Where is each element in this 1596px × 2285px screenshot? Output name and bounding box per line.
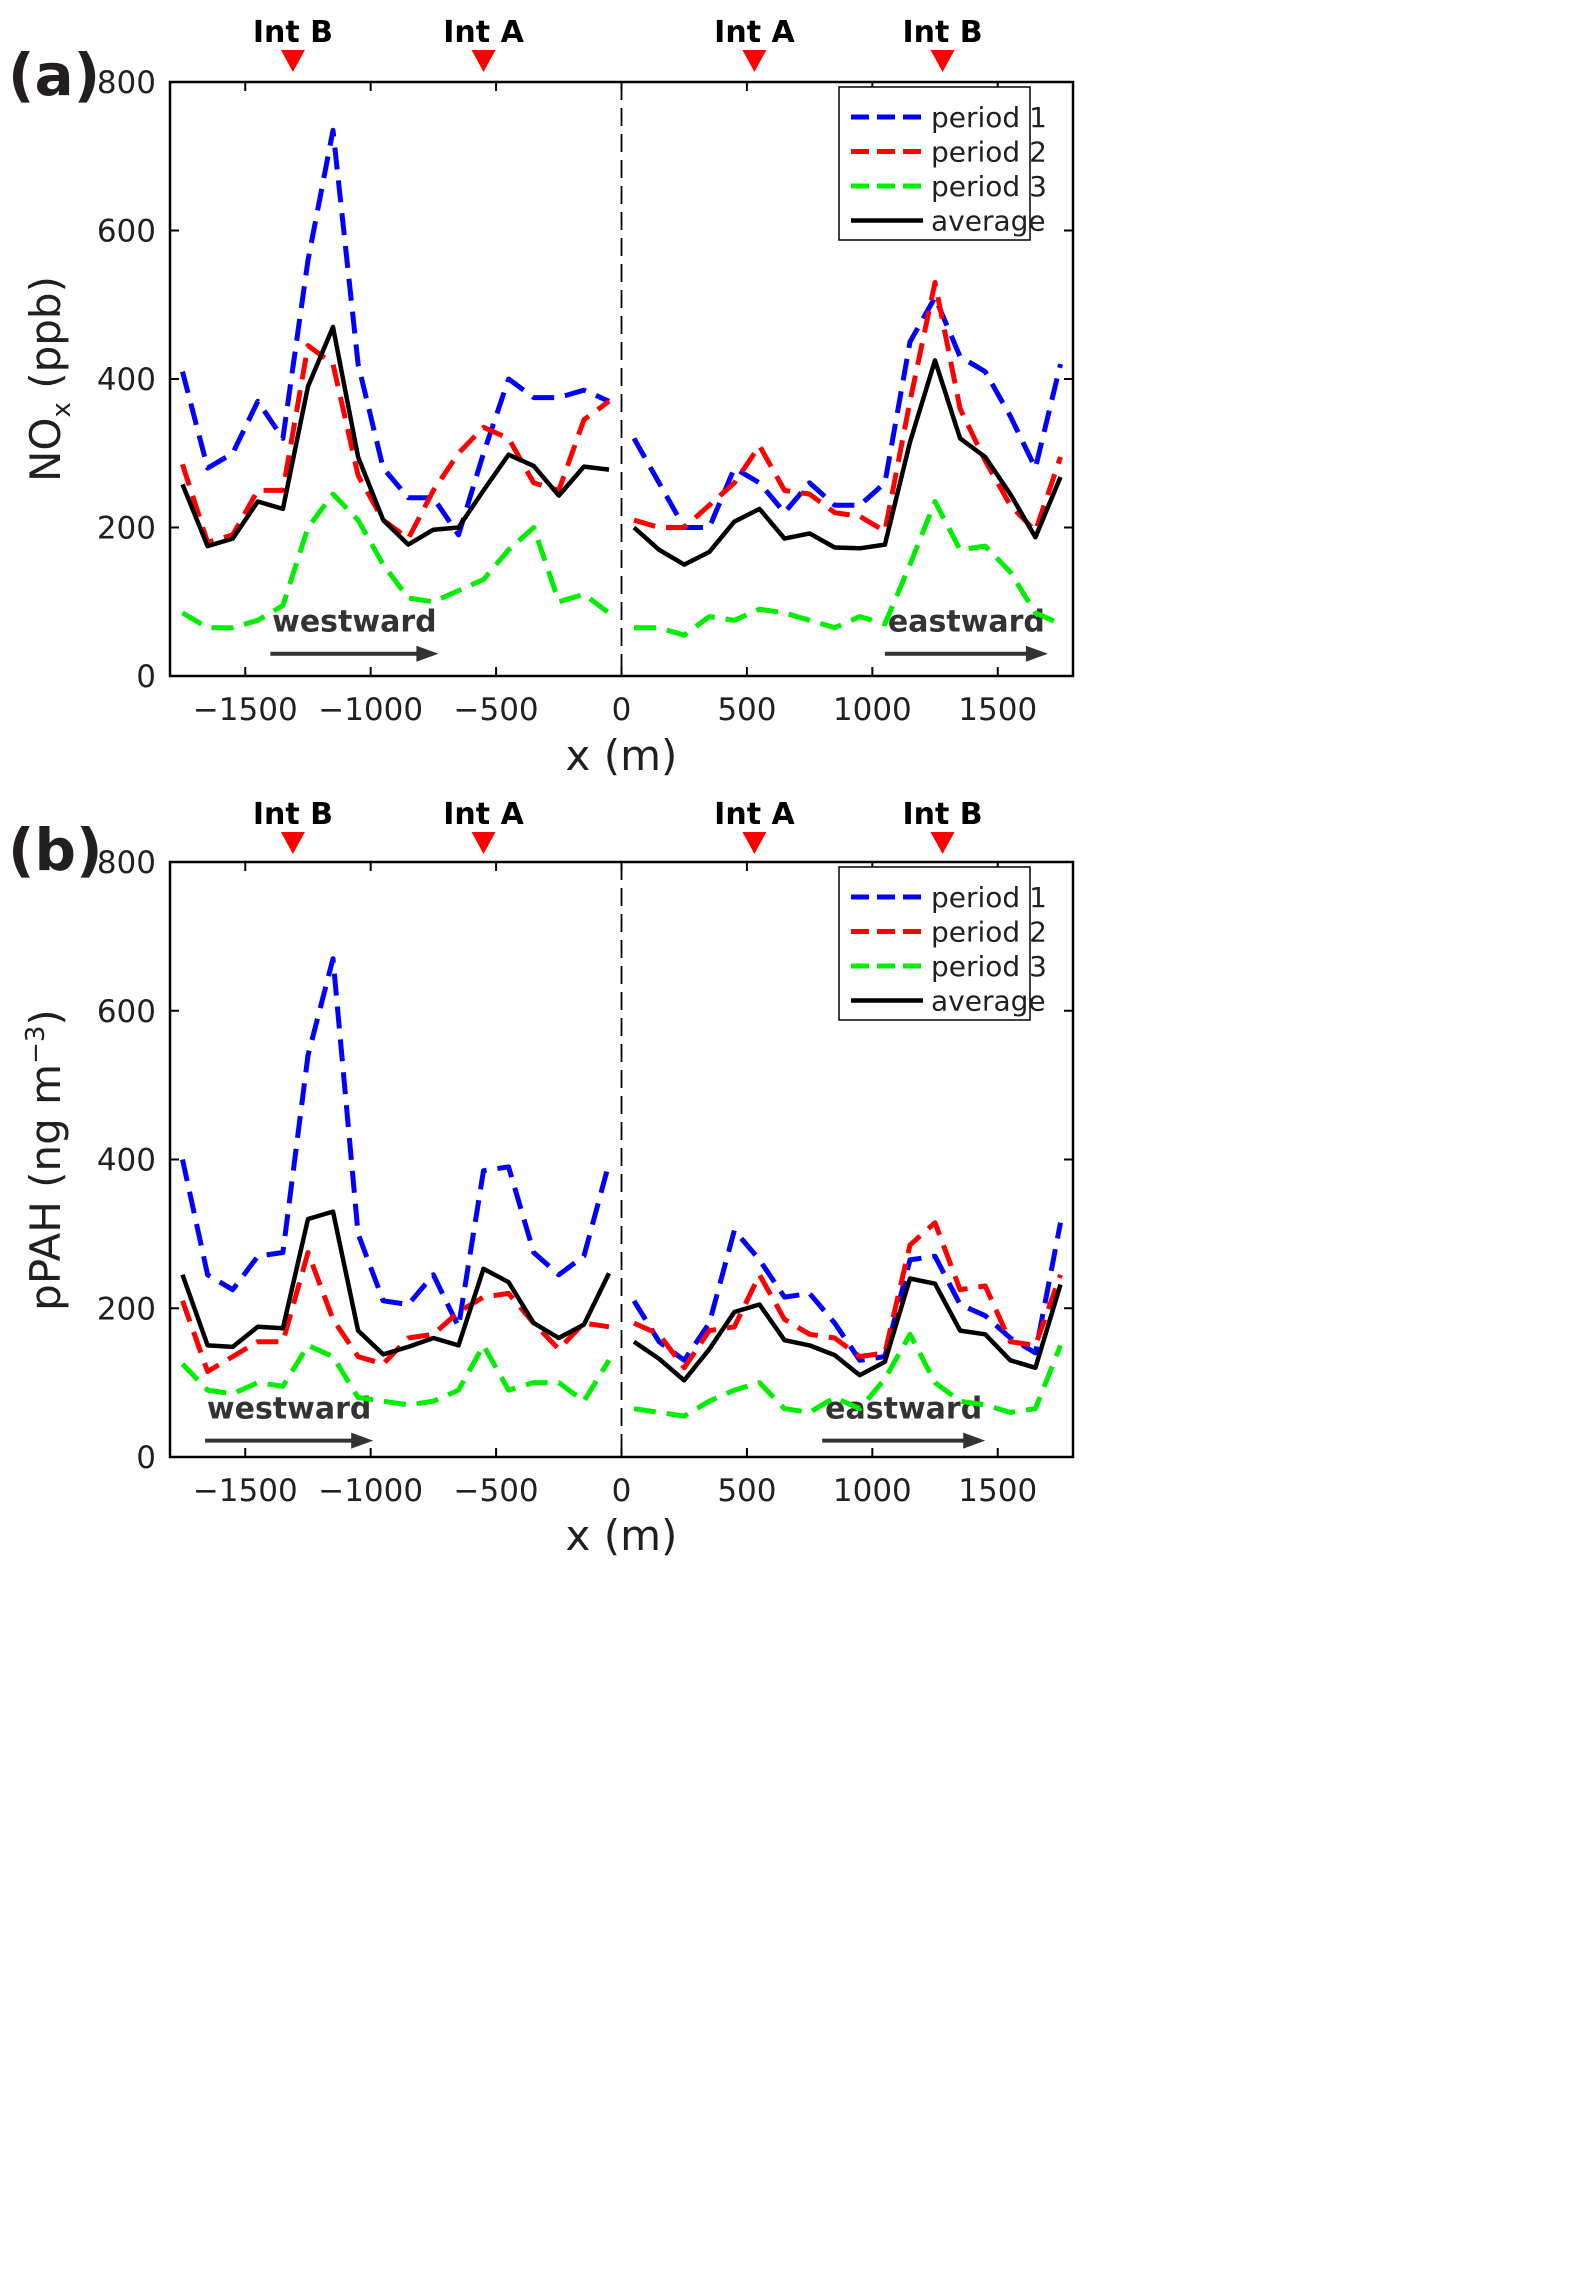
y-axis-label: NOx (ppb) — [21, 276, 77, 482]
series-line-average — [180, 1209, 612, 1357]
panel-label: (a) — [8, 41, 100, 109]
legend-label: period 2 — [931, 136, 1047, 169]
x-tick-label: 0 — [612, 692, 632, 728]
x-tick-label: −1500 — [193, 692, 298, 728]
direction-label: eastward — [825, 1391, 982, 1426]
x-tick-label: 1000 — [833, 692, 912, 728]
y-axis-label-main: pPAH (ng m — [21, 1064, 70, 1311]
legend-label: period 3 — [931, 950, 1047, 983]
x-tick-label: −500 — [454, 1473, 539, 1509]
x-tick-label: −1000 — [318, 1473, 423, 1509]
y-axis-label-sup: −3 — [21, 1026, 51, 1064]
x-tick-label: −1000 — [318, 692, 423, 728]
y-tick-label: 0 — [136, 659, 156, 695]
y-axis-label-close: ) — [21, 1009, 70, 1025]
series-line-period-3 — [633, 1331, 1063, 1419]
series-line-period-3 — [181, 491, 611, 631]
x-tick-label: −1500 — [193, 1473, 298, 1509]
chart-panel-b: −1500 −1000 −500 0 500 1000 1500 0 200 400 600 800 I… — [8, 797, 1075, 1560]
legend-label: period 1 — [931, 101, 1047, 134]
panel-label: (b) — [8, 816, 103, 884]
y-tick-label: 800 — [97, 845, 156, 881]
legend-box — [838, 866, 1031, 1021]
direction-label: westward — [207, 1391, 372, 1426]
series-line-period-3 — [180, 1342, 612, 1408]
series-line-period-1 — [180, 127, 611, 538]
series-line-average — [180, 324, 610, 549]
intersection-marker — [742, 832, 767, 854]
x-tick-label: 500 — [717, 692, 776, 728]
intersection-marker — [742, 50, 767, 72]
series-line-period-1 — [631, 1222, 1063, 1363]
y-axis-label-unit: (ppb) — [21, 276, 70, 402]
legend-label: period 2 — [931, 916, 1047, 949]
series-line-period-2 — [633, 280, 1063, 534]
series-group — [180, 127, 1063, 638]
intersection-marker — [280, 50, 305, 72]
intersection-marker — [471, 832, 496, 854]
direction-label: eastward — [888, 604, 1045, 639]
intersection-label: Int A — [443, 797, 524, 832]
direction-arrow-head — [963, 1432, 986, 1449]
legend-box — [838, 86, 1031, 241]
legend-label: period 3 — [931, 170, 1047, 203]
series-line-period-2 — [632, 1220, 1063, 1371]
series-group — [180, 956, 1063, 1419]
x-tick-label: 1500 — [958, 692, 1037, 728]
y-axis-label: pPAH (ng m−3) — [21, 1009, 70, 1311]
direction-arrow-head — [1025, 645, 1048, 662]
x-tick-label: 1000 — [833, 1473, 912, 1509]
y-tick-label: 800 — [97, 65, 156, 101]
x-axis-label: x (m) — [566, 731, 678, 780]
y-tick-label: 600 — [97, 214, 156, 250]
intersection-label: Int B — [902, 797, 982, 832]
y-tick-label: 200 — [97, 511, 156, 547]
legend-label: average — [931, 205, 1046, 238]
x-tick-label: 0 — [612, 1473, 632, 1509]
y-tick-label: 200 — [97, 1291, 156, 1327]
intersection-label: Int B — [253, 15, 333, 50]
direction-arrow-head — [416, 645, 439, 662]
series-line-average — [632, 1276, 1063, 1383]
y-axis-label-sub: x — [47, 402, 77, 417]
intersection-marker — [280, 832, 305, 854]
series-line-average — [632, 358, 1063, 567]
series-line-period-1 — [631, 294, 1063, 530]
series-line-period-2 — [180, 343, 611, 545]
intersection-label: Int B — [253, 797, 333, 832]
x-tick-label: 500 — [717, 1473, 776, 1509]
intersection-label: Int A — [443, 15, 524, 50]
series-line-period-3 — [634, 499, 1062, 638]
y-tick-label: 400 — [97, 1143, 156, 1179]
x-axis-label: x (m) — [566, 1511, 678, 1560]
legend-label: period 1 — [931, 881, 1047, 914]
intersection-label: Int B — [902, 15, 982, 50]
intersection-label: Int A — [714, 15, 795, 50]
intersection-marker — [930, 50, 955, 72]
legend-label: average — [931, 985, 1046, 1018]
intersection-marker — [930, 832, 955, 854]
direction-arrow-head — [351, 1432, 374, 1449]
intersection-marker — [471, 50, 496, 72]
chart-panel-a: −1500 −1000 −500 0 500 1000 1500 0 200 400 600 800 I… — [8, 15, 1075, 780]
y-axis-label-main: NO — [21, 418, 70, 482]
intersection-label: Int A — [714, 797, 795, 832]
direction-label: westward — [272, 604, 437, 639]
series-line-period-1 — [180, 956, 612, 1330]
x-tick-label: −500 — [454, 692, 539, 728]
x-tick-label: 1500 — [958, 1473, 1037, 1509]
y-tick-label: 600 — [97, 994, 156, 1030]
y-tick-label: 0 — [136, 1440, 156, 1476]
y-tick-label: 400 — [97, 362, 156, 398]
